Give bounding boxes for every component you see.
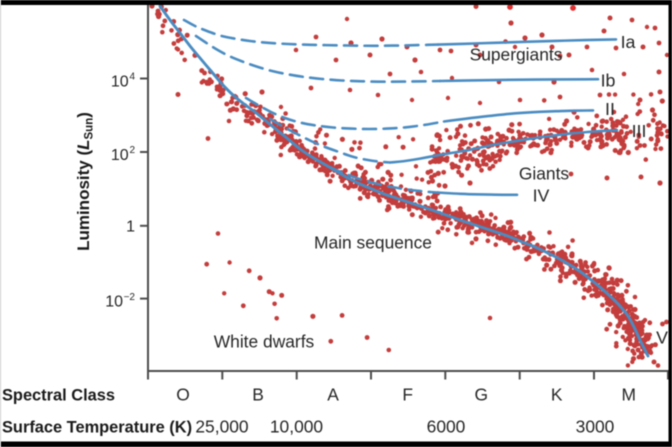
svg-text:K: K — [551, 385, 563, 405]
svg-text:M: M — [622, 385, 637, 405]
svg-text:III: III — [632, 121, 647, 141]
svg-text:3000: 3000 — [576, 417, 615, 437]
svg-text:White dwarfs: White dwarfs — [214, 331, 315, 351]
svg-text:Spectral Class: Spectral Class — [2, 387, 115, 405]
svg-text:A: A — [327, 385, 339, 405]
svg-text:Luminosity (LSun): Luminosity (LSun) — [74, 112, 96, 251]
svg-text:Supergiants: Supergiants — [470, 45, 563, 65]
svg-text:6000: 6000 — [427, 417, 466, 437]
svg-text:O: O — [176, 385, 190, 405]
svg-text:II: II — [605, 99, 615, 119]
svg-text:10,000: 10,000 — [270, 417, 323, 437]
svg-text:G: G — [475, 385, 489, 405]
svg-text:Surface Temperature (K): Surface Temperature (K) — [2, 419, 192, 437]
svg-text:102: 102 — [111, 145, 136, 164]
svg-text:25,000: 25,000 — [195, 417, 248, 437]
svg-text:F: F — [402, 385, 413, 405]
svg-text:Main sequence: Main sequence — [314, 232, 432, 252]
svg-text:1: 1 — [126, 219, 135, 236]
svg-text:Ia: Ia — [621, 32, 636, 52]
svg-text:10−2: 10−2 — [105, 292, 135, 311]
svg-text:Ib: Ib — [601, 70, 616, 90]
svg-text:V: V — [656, 327, 668, 347]
svg-text:B: B — [252, 385, 264, 405]
svg-text:Giants: Giants — [519, 164, 570, 184]
svg-text:IV: IV — [533, 185, 550, 205]
svg-text:104: 104 — [111, 72, 136, 91]
